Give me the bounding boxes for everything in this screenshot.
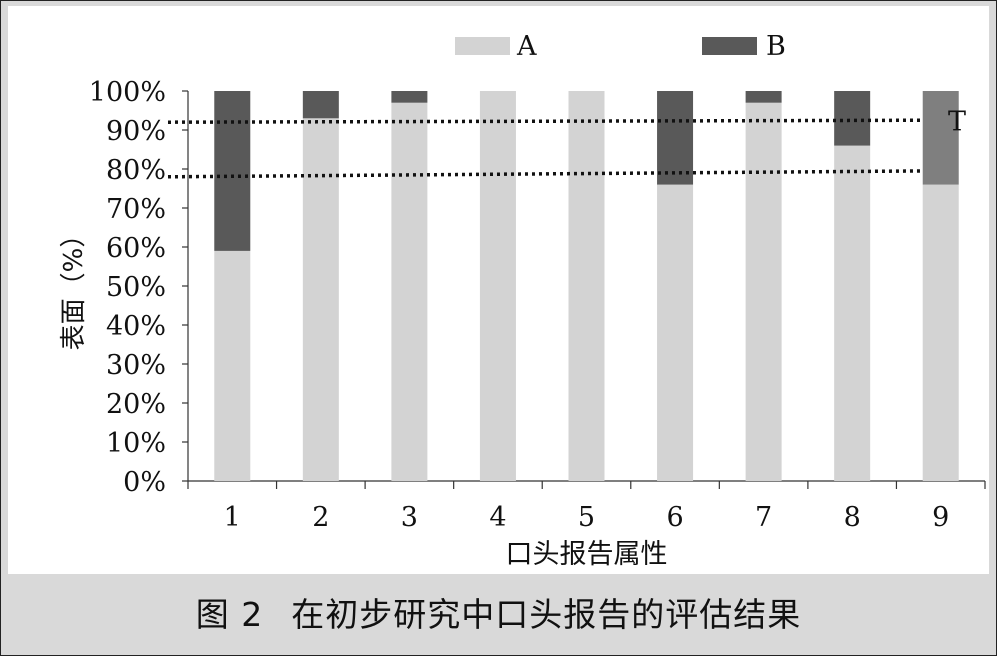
axes: 0% 10% 20% 30% 40% 50% 60% 70% 80% 90% 100% — [89, 77, 986, 498]
bar-a-3 — [391, 102, 428, 481]
x-tick-label: 9 — [932, 502, 949, 533]
bar-a-5 — [568, 91, 605, 481]
reference-line-label: T — [948, 106, 966, 137]
y-tick-label: 80% — [106, 155, 166, 186]
reference-line-1 — [167, 118, 921, 124]
figure-number: 图 2 — [195, 595, 264, 634]
y-tick-label: 10% — [106, 428, 166, 459]
bar-a-4 — [479, 91, 516, 481]
figure-caption: 图 2 在初步研究中口头报告的评估结果 — [0, 588, 997, 636]
y-tick-label: 70% — [106, 194, 166, 225]
x-tick-label: 6 — [666, 502, 683, 533]
bar-b-6 — [657, 91, 694, 185]
legend-label-a: A — [516, 31, 537, 62]
reference-line-2 — [167, 169, 921, 179]
y-tick-label: 60% — [106, 233, 166, 264]
bar-a-2 — [302, 118, 339, 482]
figure-caption-text: 在初步研究中口头报告的评估结果 — [291, 595, 802, 634]
bar-a-8 — [834, 145, 871, 481]
x-tick-label: 2 — [312, 502, 329, 533]
bar-a-9 — [922, 184, 959, 481]
y-tick-label: 30% — [106, 350, 166, 381]
axis-labels: 1 2 3 4 5 6 7 8 9 口头报告属性 表面（%） — [59, 222, 949, 570]
bar-b-3 — [391, 91, 428, 103]
y-axis-title: 表面（%） — [59, 222, 89, 351]
y-tick-label: 100% — [89, 77, 166, 108]
x-tick-label: 3 — [401, 502, 418, 533]
legend-swatch-a — [455, 37, 510, 55]
x-tick-label: 4 — [489, 502, 506, 533]
y-tick-label: 0% — [123, 467, 166, 498]
y-tick-label: 40% — [106, 311, 166, 342]
bar-b-9 — [922, 91, 959, 185]
legend-swatch-b — [702, 37, 757, 55]
bar-b-1 — [214, 91, 251, 251]
reference-lines: T — [167, 106, 966, 179]
y-tick-label: 20% — [106, 389, 166, 420]
bars — [214, 91, 959, 482]
x-tick-label: 5 — [578, 502, 595, 533]
bar-a-7 — [745, 102, 782, 481]
x-axis-title: 口头报告属性 — [506, 539, 668, 570]
y-tick-label: 50% — [106, 272, 166, 303]
bar-a-1 — [214, 250, 251, 481]
bar-b-7 — [745, 91, 782, 103]
legend-label-b: B — [766, 31, 786, 62]
bar-a-6 — [657, 184, 694, 481]
bar-b-8 — [834, 91, 871, 146]
x-tick-label: 8 — [844, 502, 861, 533]
x-tick-label: 1 — [224, 502, 241, 533]
y-tick-label: 90% — [106, 116, 166, 147]
bar-b-2 — [302, 91, 339, 119]
x-tick-label: 7 — [755, 502, 772, 533]
